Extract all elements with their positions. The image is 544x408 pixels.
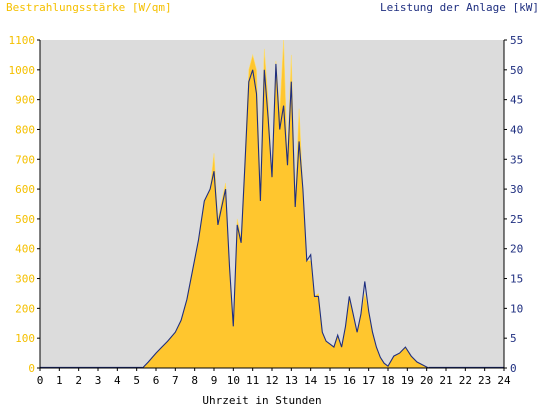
right-tick-label: 30 — [510, 183, 523, 196]
right-tick-label: 50 — [510, 64, 523, 77]
left-tick-label: 900 — [15, 94, 35, 107]
x-tick-label: 4 — [114, 374, 121, 387]
right-tick-label: 0 — [510, 362, 517, 375]
x-tick-label: 16 — [343, 374, 356, 387]
right-tick-label: 45 — [510, 94, 523, 107]
x-tick-label: 22 — [459, 374, 472, 387]
right-tick-label: 40 — [510, 123, 523, 136]
x-tick-label: 1 — [56, 374, 63, 387]
right-tick-label: 15 — [510, 273, 523, 286]
x-tick-label: 24 — [497, 374, 511, 387]
left-tick-label: 500 — [15, 213, 35, 226]
x-tick-label: 12 — [265, 374, 278, 387]
x-tick-label: 10 — [227, 374, 240, 387]
right-tick-label: 20 — [510, 243, 523, 256]
x-tick-label: 5 — [133, 374, 140, 387]
left-tick-label: 800 — [15, 123, 35, 136]
left-axis-title: Bestrahlungsstärke [W/qm] — [6, 1, 172, 14]
x-tick-label: 15 — [323, 374, 336, 387]
left-tick-labels: 0 100 200 300 400 500 600 700 800 900 1000 1100 — [9, 34, 40, 375]
x-tick-label: 9 — [211, 374, 218, 387]
left-tick-label: 1000 — [9, 64, 36, 77]
x-tick-label: 11 — [246, 374, 259, 387]
power-line — [142, 63, 429, 369]
right-tick-label: 5 — [510, 332, 517, 345]
x-tick-label: 2 — [75, 374, 82, 387]
x-tick-label: 3 — [95, 374, 102, 387]
right-tick-label: 35 — [510, 153, 523, 166]
x-tick-label: 20 — [420, 374, 433, 387]
x-tick-label: 18 — [381, 374, 394, 387]
right-tick-label: 55 — [510, 34, 523, 47]
x-tick-label: 17 — [362, 374, 375, 387]
x-tick-label: 23 — [478, 374, 491, 387]
right-tick-labels: 0 5 10 15 20 25 30 35 40 45 50 55 — [504, 34, 523, 375]
x-tick-label: 19 — [401, 374, 414, 387]
left-tick-label: 200 — [15, 302, 35, 315]
right-tick-label: 25 — [510, 213, 523, 226]
x-tick-labels: 0 1 2 3 4 5 6 7 8 9 10 11 12 13 14 15 16 17 18 19 20 21 22 23 24 — [37, 368, 511, 387]
left-tick-label: 700 — [15, 153, 35, 166]
x-axis-title: Uhrzeit in Stunden — [202, 394, 321, 407]
x-tick-label: 21 — [439, 374, 452, 387]
x-tick-label: 0 — [37, 374, 44, 387]
right-axis-title: Leistung der Anlage [kW] — [380, 1, 539, 14]
left-tick-label: 100 — [15, 332, 35, 345]
left-tick-label: 1100 — [9, 34, 36, 47]
x-tick-label: 6 — [153, 374, 160, 387]
left-tick-label: 600 — [15, 183, 35, 196]
left-tick-label: 300 — [15, 273, 35, 286]
x-tick-label: 14 — [304, 374, 318, 387]
x-tick-label: 13 — [285, 374, 298, 387]
x-tick-label: 7 — [172, 374, 179, 387]
left-tick-label: 400 — [15, 243, 35, 256]
left-tick-label: 0 — [28, 362, 35, 375]
x-tick-label: 8 — [191, 374, 198, 387]
right-tick-label: 10 — [510, 302, 523, 315]
